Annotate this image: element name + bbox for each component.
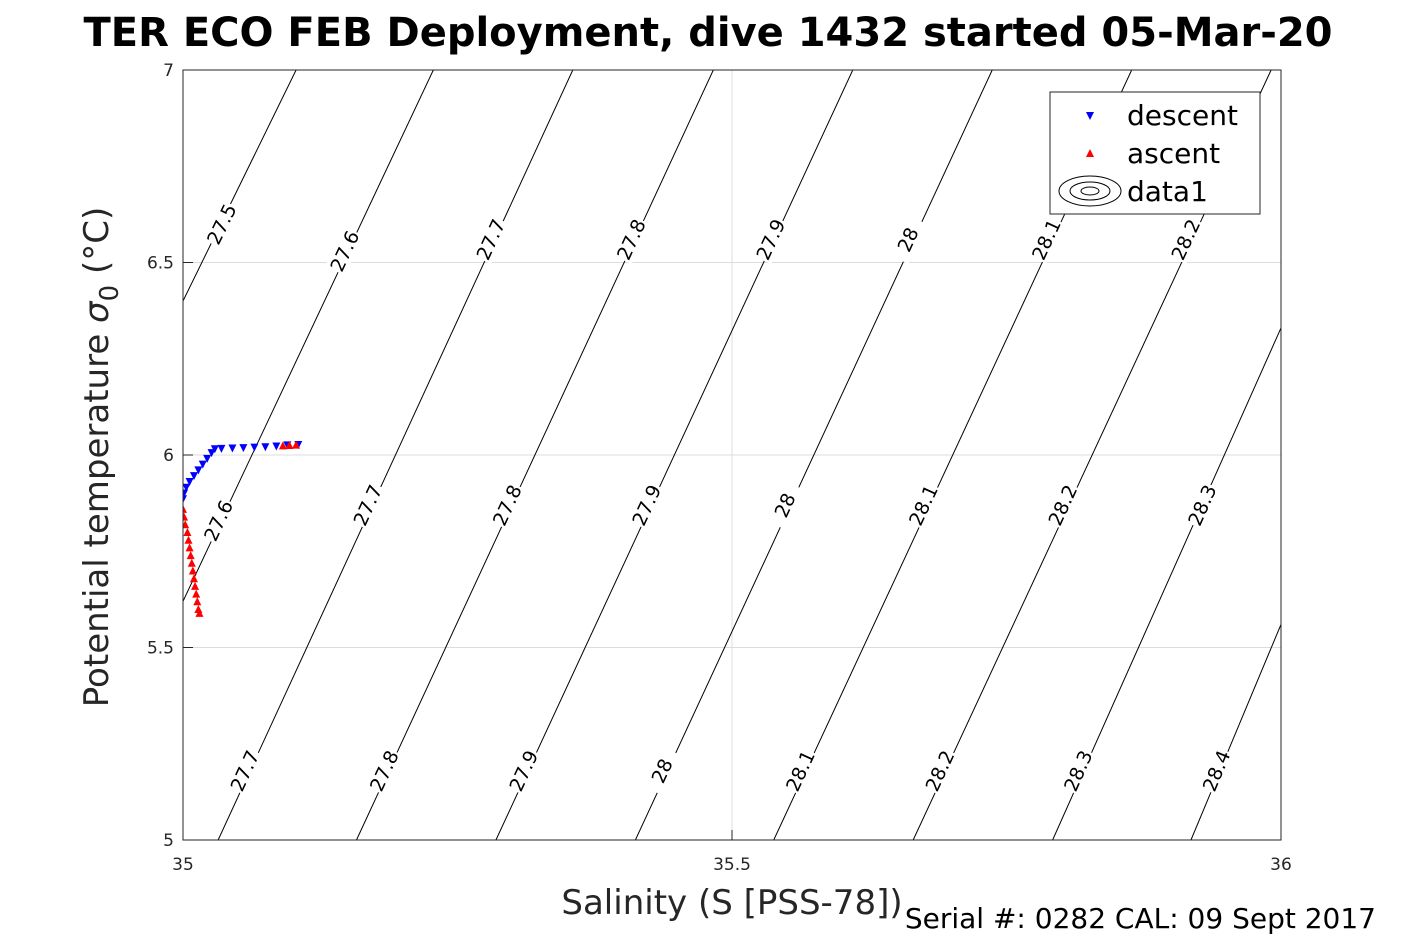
ascent-point [191,581,200,590]
serial-cal-footer: Serial #: 0282 CAL: 09 Sept 2017 [905,902,1376,935]
contour-line [1190,624,1281,840]
descent-point [272,442,281,451]
contour-labels: 27.527.627.627.727.727.727.827.827.827.9… [198,199,1235,796]
legend-box [1049,91,1261,215]
descent-marker-icon [1086,112,1094,120]
x-tick-label: 35 [172,855,194,875]
descent-point [183,495,187,504]
x-axis-label: Salinity (S [PSS-78]) [561,883,902,923]
contour-line [183,70,297,302]
descent-point [183,483,191,492]
legend-entry-ascent: ascent [1127,137,1220,170]
descent-point [194,466,203,475]
ascent-point [186,551,195,560]
contour-line [356,70,714,840]
descent-point [261,443,270,452]
data-points [183,440,303,617]
ascent-point [183,520,190,529]
ascent-point [183,504,187,513]
y-tick-label: 5.5 [147,639,174,659]
descent-point [185,477,194,486]
density-contours [183,70,1281,840]
ascent-point [192,589,201,598]
x-tick-label: 36 [1270,855,1292,875]
descent-point [228,444,237,453]
descent-point [207,449,216,458]
ascent-point [189,574,198,583]
contour-line [495,70,854,840]
descent-point [239,444,248,453]
ascent-point [188,566,197,575]
x-tick-label: 35.5 [713,855,751,875]
legend-entry-data1: data1 [1127,175,1208,208]
legend-entry-descent: descent [1127,99,1238,132]
ascent-point [187,558,196,567]
legend[interactable]: descent ascent data1 [1049,91,1261,215]
ascent-point [183,512,189,521]
ascent-point [193,597,202,606]
chart-title: TER ECO FEB Deployment, dive 1432 starte… [83,10,1332,56]
descent-point [203,454,212,463]
ascent-point [185,543,194,552]
ascent-point [195,608,204,617]
y-tick-label: 6.5 [147,254,174,274]
ascent-point [292,440,301,449]
contour-swatch-icon [1058,175,1122,207]
descent-point [198,460,207,469]
axis-ticks: 35 35.5 36 5 5.5 6 6.5 7 [147,61,1292,875]
contour-line [217,70,574,840]
ascent-point [184,535,193,544]
y-axis-label: Potential temperature σ0 (°C) [77,207,125,707]
ascent-point [183,528,192,536]
ascent-point [285,440,294,449]
descent-point [189,472,198,481]
y-tick-label: 6 [163,446,174,466]
ascent-marker-icon [1086,149,1094,157]
descent-point [250,443,259,452]
y-tick-label: 5 [163,831,174,851]
descent-point [217,444,226,453]
y-tick-label: 7 [163,61,174,81]
contour-line [634,70,993,840]
ascent-point [278,441,287,450]
